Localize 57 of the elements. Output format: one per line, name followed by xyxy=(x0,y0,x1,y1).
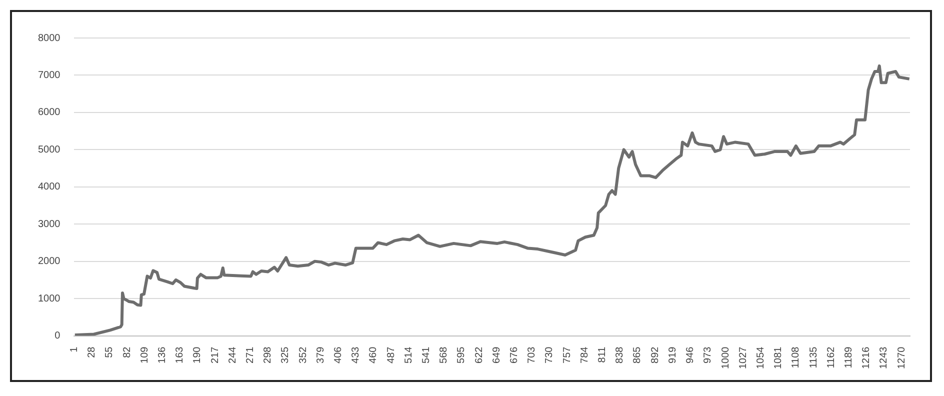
x-tick-label: 892 xyxy=(650,346,661,364)
y-tick-label: 2000 xyxy=(38,256,61,268)
y-tick-label: 8000 xyxy=(38,32,61,44)
x-tick-label: 703 xyxy=(526,346,538,364)
x-tick-label: 271 xyxy=(245,346,256,364)
x-tick-label: 1162 xyxy=(826,346,837,368)
x-tick-label: 946 xyxy=(685,346,696,364)
x-tick-label: 1243 xyxy=(878,346,890,370)
x-tick-label: 1135 xyxy=(808,346,820,368)
x-tick-label: 109 xyxy=(139,346,150,364)
x-tick-label: 82 xyxy=(122,346,133,358)
x-tick-label: 919 xyxy=(667,346,678,364)
x-tick-label: 352 xyxy=(298,346,309,364)
x-tick-label: 757 xyxy=(562,346,573,364)
x-tick-label: 541 xyxy=(421,346,432,364)
x-tick-label: 460 xyxy=(368,346,380,364)
x-tick-label: 1000 xyxy=(720,346,732,370)
x-tick-label: 28 xyxy=(86,346,98,358)
y-tick-label: 0 xyxy=(54,330,61,342)
x-tick-label: 406 xyxy=(333,346,344,364)
x-tick-label: 649 xyxy=(491,346,502,364)
y-tick-label: 4000 xyxy=(38,182,61,193)
x-tick-label: 379 xyxy=(315,346,326,364)
x-tick-label: 865 xyxy=(632,346,644,364)
x-tick-label: 136 xyxy=(157,346,168,364)
x-tick-label: 1054 xyxy=(755,346,766,370)
x-tick-label: 973 xyxy=(702,346,714,364)
x-tick-label: 1081 xyxy=(773,346,784,370)
y-tick-label: 7000 xyxy=(38,70,61,81)
y-tick-label: 3000 xyxy=(38,218,61,230)
y-tick-label: 6000 xyxy=(38,107,61,118)
x-tick-label: 568 xyxy=(438,346,450,364)
x-tick-label: 811 xyxy=(597,346,608,363)
x-tick-label: 1027 xyxy=(738,346,749,370)
x-tick-label: 730 xyxy=(544,346,556,364)
x-tick-label: 325 xyxy=(280,346,292,364)
y-tick-label: 5000 xyxy=(38,144,61,156)
x-tick-label: 55 xyxy=(104,346,116,358)
x-tick-label: 1 xyxy=(68,346,80,352)
x-tick-label: 487 xyxy=(386,346,397,364)
y-tick-label: 1000 xyxy=(38,293,61,304)
x-tick-label: 514 xyxy=(403,346,414,364)
x-tick-label: 1270 xyxy=(896,346,908,370)
x-tick-label: 1216 xyxy=(861,346,872,370)
x-tick-label: 298 xyxy=(262,346,274,364)
x-tick-label: 163 xyxy=(174,346,186,364)
x-tick-label: 676 xyxy=(509,346,520,364)
x-tick-label: 217 xyxy=(210,346,221,364)
x-tick-label: 595 xyxy=(456,346,468,364)
x-tick-label: 244 xyxy=(227,346,238,364)
x-tick-label: 622 xyxy=(474,346,485,364)
x-tick-label: 1108 xyxy=(790,346,802,368)
x-tick-label: 784 xyxy=(579,346,590,364)
x-tick-label: 838 xyxy=(614,346,626,364)
x-tick-label: 1189 xyxy=(843,346,854,368)
x-tick-label: 190 xyxy=(192,346,204,364)
x-tick-label: 433 xyxy=(350,346,362,364)
